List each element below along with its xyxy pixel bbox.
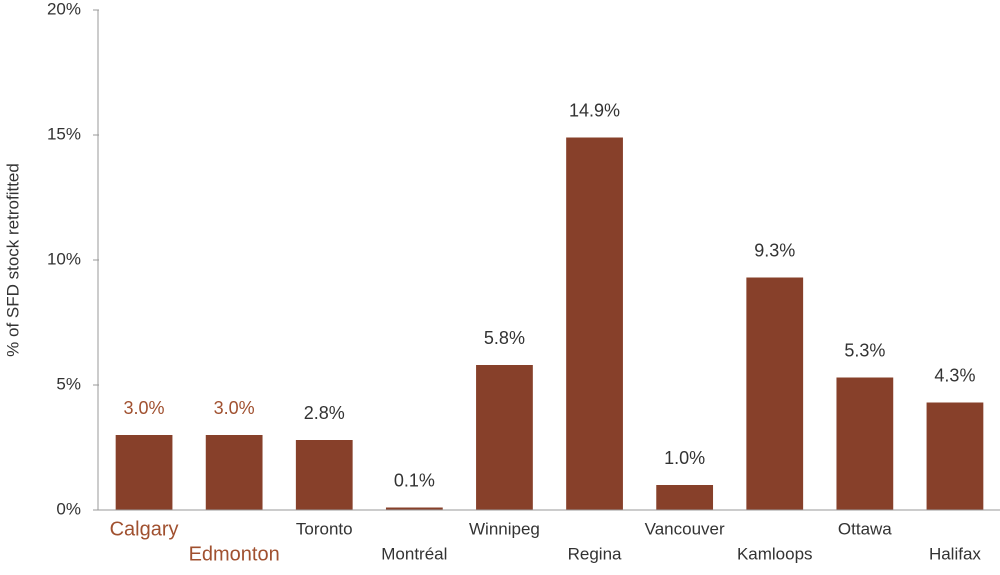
x-tick-label: Calgary	[110, 518, 179, 540]
x-tick-label: Regina	[568, 544, 622, 563]
bar	[476, 365, 533, 510]
bar	[385, 507, 443, 510]
y-tick-label: 15%	[47, 124, 81, 143]
value-label: 3.0%	[214, 398, 255, 418]
bar	[205, 435, 263, 510]
bar	[836, 377, 894, 510]
x-tick-label: Halifax	[929, 544, 981, 563]
y-tick-label: 5%	[56, 374, 81, 393]
x-tick-label: Montréal	[381, 544, 447, 563]
bar	[295, 440, 353, 510]
value-label: 14.9%	[569, 100, 620, 120]
value-label: 2.8%	[304, 403, 345, 423]
bar	[115, 435, 173, 510]
y-tick-label: 0%	[56, 499, 81, 518]
x-tick-label: Vancouver	[645, 519, 725, 538]
bar	[656, 485, 714, 510]
value-label: 9.3%	[754, 240, 795, 260]
value-label: 5.8%	[484, 328, 525, 348]
bar	[566, 137, 623, 510]
value-label: 3.0%	[124, 398, 165, 418]
value-label: 4.3%	[934, 365, 975, 385]
value-label: 1.0%	[664, 448, 705, 468]
x-tick-label: Winnipeg	[469, 519, 540, 538]
x-tick-label: Toronto	[296, 519, 353, 538]
x-tick-label: Kamloops	[737, 544, 813, 563]
bar	[746, 277, 804, 510]
y-axis-label: % of SFD stock retrofitted	[3, 163, 22, 357]
y-tick-label: 20%	[47, 0, 81, 18]
value-label: 0.1%	[394, 470, 435, 490]
bar	[926, 402, 984, 510]
x-tick-label: Edmonton	[189, 543, 280, 565]
y-tick-label: 10%	[47, 249, 81, 268]
value-label: 5.3%	[844, 340, 885, 360]
x-tick-label: Ottawa	[838, 519, 892, 538]
